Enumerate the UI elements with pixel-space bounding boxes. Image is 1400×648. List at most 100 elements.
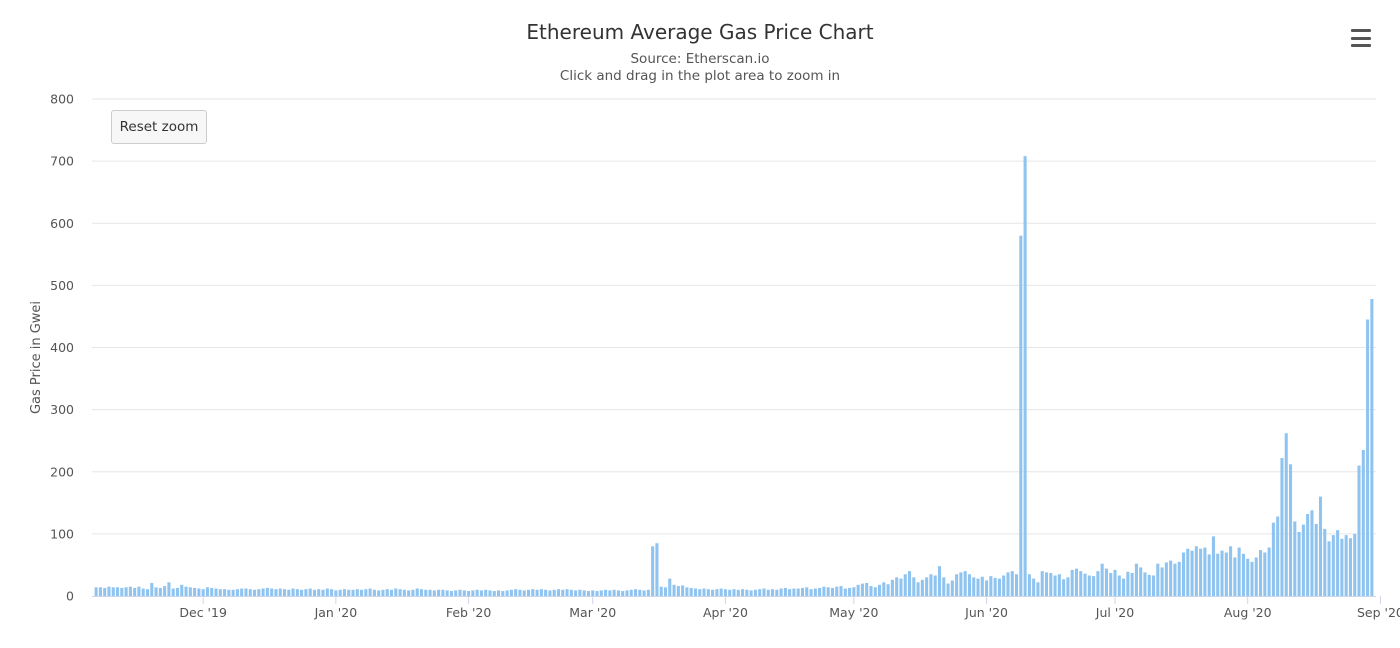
bar[interactable]: [137, 586, 141, 596]
bar[interactable]: [800, 587, 805, 596]
bar[interactable]: [248, 589, 252, 596]
bar[interactable]: [518, 589, 522, 596]
bar[interactable]: [321, 589, 325, 596]
bar[interactable]: [903, 574, 907, 596]
bar[interactable]: [822, 586, 826, 596]
bar[interactable]: [201, 589, 205, 596]
bar[interactable]: [907, 571, 912, 596]
bar[interactable]: [779, 588, 783, 596]
bar[interactable]: [1233, 557, 1237, 596]
bar[interactable]: [770, 589, 775, 596]
bar[interactable]: [818, 587, 822, 596]
bar[interactable]: [1288, 464, 1293, 596]
bar[interactable]: [1057, 574, 1061, 596]
bar[interactable]: [1083, 573, 1087, 596]
bar[interactable]: [582, 590, 586, 596]
bar[interactable]: [732, 589, 736, 596]
bar[interactable]: [501, 591, 505, 596]
bar[interactable]: [1160, 567, 1164, 596]
bar[interactable]: [330, 589, 334, 596]
bar[interactable]: [116, 587, 120, 596]
bar[interactable]: [706, 589, 710, 596]
bar[interactable]: [899, 578, 903, 596]
bar[interactable]: [364, 589, 368, 596]
bar[interactable]: [1177, 561, 1181, 596]
bar[interactable]: [882, 582, 886, 596]
bar[interactable]: [548, 590, 552, 596]
bar[interactable]: [304, 589, 308, 596]
bar[interactable]: [175, 587, 180, 596]
bar[interactable]: [1314, 523, 1318, 596]
bar[interactable]: [257, 589, 261, 596]
bar[interactable]: [1143, 572, 1147, 596]
bar[interactable]: [1254, 557, 1258, 596]
bar[interactable]: [214, 588, 218, 596]
bar[interactable]: [184, 586, 188, 596]
bar[interactable]: [753, 589, 757, 596]
bar[interactable]: [445, 590, 449, 596]
bar[interactable]: [407, 590, 411, 596]
bar[interactable]: [505, 590, 509, 596]
bar[interactable]: [111, 587, 115, 596]
bar[interactable]: [1113, 569, 1117, 596]
bar[interactable]: [462, 590, 466, 596]
bar[interactable]: [1361, 450, 1365, 596]
bar[interactable]: [1293, 521, 1297, 596]
bar[interactable]: [813, 588, 817, 596]
bar[interactable]: [586, 591, 590, 596]
bar[interactable]: [218, 589, 222, 596]
bar[interactable]: [1139, 567, 1143, 596]
bar[interactable]: [561, 589, 565, 596]
bar[interactable]: [1267, 547, 1271, 596]
bar[interactable]: [963, 571, 967, 596]
bar[interactable]: [458, 589, 462, 596]
bar[interactable]: [612, 589, 616, 596]
bar[interactable]: [180, 584, 184, 596]
bar[interactable]: [950, 580, 954, 596]
bar[interactable]: [424, 589, 428, 596]
bar[interactable]: [736, 589, 740, 596]
bar[interactable]: [509, 589, 513, 596]
bar[interactable]: [1092, 576, 1096, 596]
bar[interactable]: [711, 589, 715, 596]
bar[interactable]: [655, 543, 659, 596]
bar[interactable]: [497, 590, 501, 596]
bar[interactable]: [437, 589, 441, 596]
bar[interactable]: [317, 589, 321, 596]
bar[interactable]: [398, 589, 402, 596]
bar[interactable]: [261, 588, 265, 596]
bar[interactable]: [1002, 575, 1006, 597]
bar[interactable]: [338, 589, 342, 596]
bar[interactable]: [835, 586, 839, 596]
bar[interactable]: [796, 588, 800, 596]
bar[interactable]: [389, 589, 394, 596]
bar[interactable]: [1301, 524, 1305, 596]
bar[interactable]: [878, 584, 882, 596]
bar[interactable]: [1096, 571, 1100, 596]
bar[interactable]: [531, 589, 535, 596]
bar[interactable]: [1044, 572, 1049, 596]
bar[interactable]: [1353, 533, 1357, 597]
bar[interactable]: [539, 589, 543, 596]
bar[interactable]: [856, 584, 860, 596]
bar[interactable]: [167, 582, 171, 596]
bar[interactable]: [955, 574, 959, 596]
bar[interactable]: [625, 590, 629, 596]
bar[interactable]: [1015, 574, 1019, 596]
bar[interactable]: [1250, 561, 1254, 596]
bar[interactable]: [1104, 568, 1108, 596]
bar[interactable]: [419, 589, 424, 596]
bar[interactable]: [646, 589, 650, 596]
bar[interactable]: [599, 590, 603, 596]
bar[interactable]: [158, 587, 162, 596]
bar[interactable]: [1331, 535, 1335, 596]
bar[interactable]: [993, 577, 997, 596]
bar[interactable]: [385, 589, 389, 596]
bar[interactable]: [1070, 569, 1074, 596]
bar[interactable]: [244, 588, 248, 596]
bar[interactable]: [432, 590, 436, 596]
bar[interactable]: [1040, 571, 1044, 596]
bar[interactable]: [1306, 514, 1310, 596]
bar[interactable]: [616, 590, 620, 596]
